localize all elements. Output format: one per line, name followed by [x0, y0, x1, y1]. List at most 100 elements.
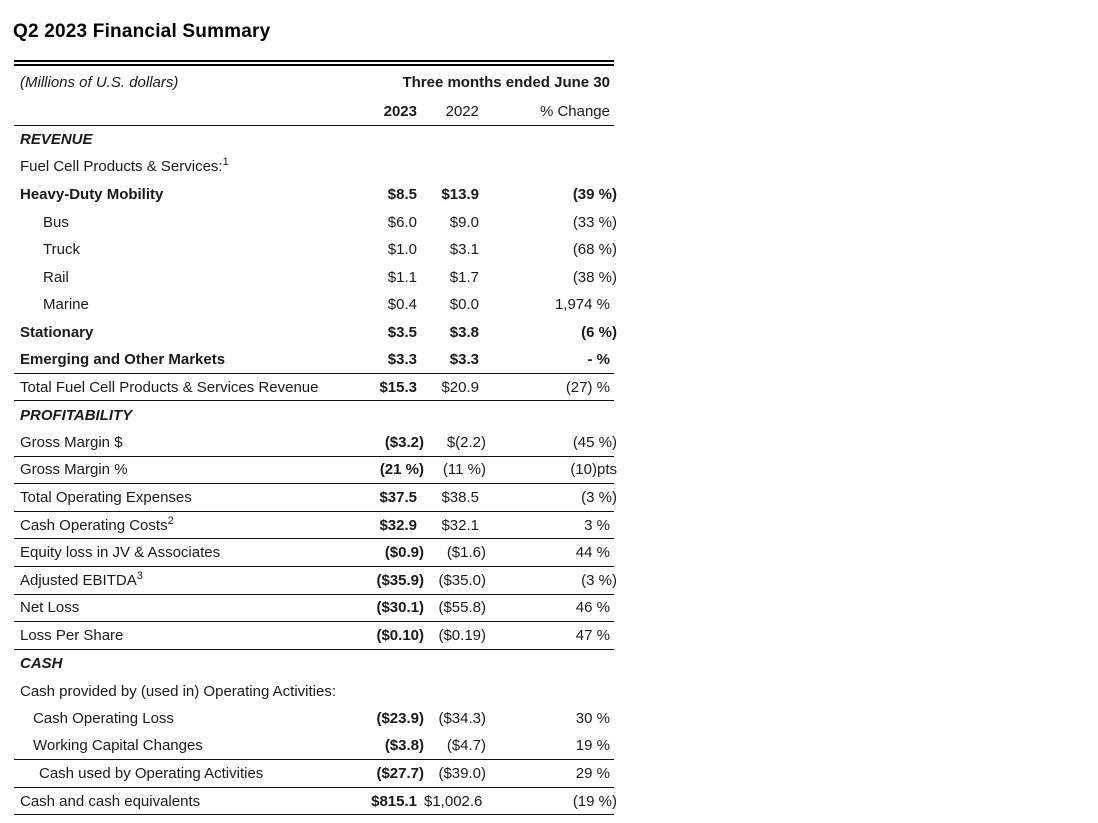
value-2023: ($3.2)	[384, 433, 424, 451]
value-2023: (21 %)	[379, 461, 424, 479]
table-header-row-columns: 2023 2022 % Change	[14, 99, 614, 126]
value-pct-change: 44 %	[575, 544, 610, 562]
data-row: Truck $1.0 $3.1 (68 %)	[14, 236, 617, 264]
row-label-text: Cash Operating Loss	[33, 710, 174, 728]
row-label-text: Equity loss in JV & Associates	[20, 544, 221, 562]
row-label: Cash provided by (used in) Operating Act…	[14, 683, 614, 700]
row-label: Rail	[14, 269, 339, 286]
table-body: REVENUE Fuel Cell Products & Services:1 He…	[14, 126, 617, 816]
value-2023: $32.9	[379, 516, 417, 534]
table-top-double-rule	[14, 60, 614, 66]
value-pct-change: 29 %	[575, 764, 610, 782]
row-label: Truck	[14, 241, 339, 258]
column-header-2023: 2023	[383, 103, 417, 121]
row-label-text: Cash provided by (used in) Operating Act…	[20, 682, 336, 700]
value-2023: $3.5	[387, 323, 417, 341]
row-label-text: Working Capital Changes	[33, 737, 203, 755]
text-row: Fuel Cell Products & Services:1	[14, 153, 614, 181]
value-pct-change: - %	[587, 351, 611, 369]
row-label-text: PROFITABILITY	[20, 406, 133, 424]
footnote-ref: 1	[222, 156, 229, 169]
page-title: Q2 2023 Financial Summary	[13, 21, 271, 42]
value-2023: ($27.7)	[376, 764, 424, 782]
row-label: Gross Margin %	[14, 461, 339, 478]
row-label-text: Stationary	[20, 323, 94, 341]
row-label: Stationary	[14, 324, 339, 341]
row-label: Total Fuel Cell Products & Services Reve…	[14, 379, 339, 396]
data-row: Loss Per Share ($0.10) ($0.19) 47 %	[14, 622, 614, 650]
row-label-text: Adjusted EBITDA	[20, 571, 137, 589]
row-label-text: Heavy-Duty Mobility	[20, 185, 164, 203]
value-2022: ($55.8)	[438, 599, 486, 617]
data-row: Bus $6.0 $9.0 (33 %)	[14, 208, 617, 236]
data-row: Stationary $3.5 $3.8 (6 %)	[14, 319, 617, 347]
row-label-text: Loss Per Share	[20, 626, 124, 644]
row-label-text: Total Fuel Cell Products & Services Reve…	[20, 378, 319, 396]
value-2022: ($39.0)	[438, 764, 486, 782]
row-label-text: Cash Operating Costs	[20, 516, 168, 534]
value-pct-change: (10)pts	[570, 461, 617, 479]
value-2022: ($4.7)	[446, 737, 486, 755]
row-label: Gross Margin $	[14, 434, 339, 451]
data-row: Total Fuel Cell Products & Services Reve…	[14, 374, 614, 402]
row-label-text: Emerging and Other Markets	[20, 351, 226, 369]
row-label: Loss Per Share	[14, 627, 339, 644]
row-label-text: Truck	[43, 241, 80, 259]
data-row: Net Loss ($30.1) ($55.8) 46 %	[14, 595, 614, 623]
value-2023: $1.0	[387, 241, 417, 259]
column-header-2022: 2022	[445, 103, 479, 121]
row-label: Cash Operating Loss	[14, 710, 339, 727]
value-pct-change: (39 %)	[572, 185, 617, 203]
value-pct-change: (19 %)	[572, 792, 617, 810]
data-row: Cash and cash equivalents $815.1 $1,002.6 (…	[14, 788, 617, 816]
data-row: Equity loss in JV & Associates ($0.9) ($1.…	[14, 539, 614, 567]
value-2022: $1,002.6	[424, 792, 483, 810]
value-pct-change: (68 %)	[572, 241, 617, 259]
value-2022: $1.7	[449, 268, 479, 286]
row-label: Marine	[14, 296, 339, 313]
row-label-text: Rail	[43, 268, 69, 286]
value-2023: ($23.9)	[376, 710, 424, 728]
value-pct-change: 1,974 %	[554, 296, 610, 314]
value-2022: $20.9	[441, 378, 479, 396]
row-label: Cash and cash equivalents	[14, 793, 339, 810]
value-2023: $6.0	[387, 213, 417, 231]
section-header-row: PROFITABILITY	[14, 401, 614, 429]
value-pct-change: 30 %	[575, 710, 610, 728]
data-row: Cash Operating Costs2 $32.9 $32.1 3 %	[14, 512, 614, 540]
row-label: Emerging and Other Markets	[14, 351, 339, 368]
row-label: Equity loss in JV & Associates	[14, 544, 339, 561]
value-2023: $15.3	[379, 378, 417, 396]
value-2023: ($0.10)	[376, 626, 424, 644]
value-2022: $3.3	[449, 351, 479, 369]
row-label-text: Cash and cash equivalents	[20, 792, 201, 810]
table-header-row-period: (Millions of U.S. dollars) Three months …	[14, 66, 614, 99]
data-row: Gross Margin % (21 %) (11 %) (10)pts	[14, 457, 617, 485]
footnote-ref: 2	[167, 514, 174, 527]
data-row: Marine $0.4 $0.0 1,974 %	[14, 291, 614, 319]
data-row: Cash Operating Loss ($23.9) ($34.3) 30 %	[14, 705, 614, 733]
value-2023: ($30.1)	[376, 599, 424, 617]
value-2022: $3.1	[449, 241, 479, 259]
value-2023: $3.3	[387, 351, 417, 369]
value-2022: $32.1	[441, 516, 479, 534]
value-2022: $13.9	[441, 185, 479, 203]
section-header-row: CASH	[14, 650, 614, 678]
footnote-ref: 3	[136, 569, 143, 582]
value-pct-change: 46 %	[575, 599, 610, 617]
value-pct-change: 47 %	[575, 626, 610, 644]
financial-summary-table: (Millions of U.S. dollars) Three months …	[14, 60, 617, 816]
value-2022: ($34.3)	[438, 710, 486, 728]
value-2022: $9.0	[449, 213, 479, 231]
value-2022: $0.0	[449, 296, 479, 314]
data-row: Emerging and Other Markets $3.3 $3.3 - %	[14, 346, 614, 374]
value-2022: ($35.0)	[438, 571, 486, 589]
value-pct-change: 19 %	[575, 737, 610, 755]
row-label: Net Loss	[14, 599, 339, 616]
row-label: Cash Operating Costs2	[14, 514, 339, 534]
value-pct-change: (3 %)	[581, 571, 617, 589]
value-2022: $(2.2)	[446, 433, 486, 451]
row-label-text: Net Loss	[20, 599, 80, 617]
row-label: REVENUE	[14, 131, 614, 148]
value-2023: $8.5	[387, 185, 417, 203]
